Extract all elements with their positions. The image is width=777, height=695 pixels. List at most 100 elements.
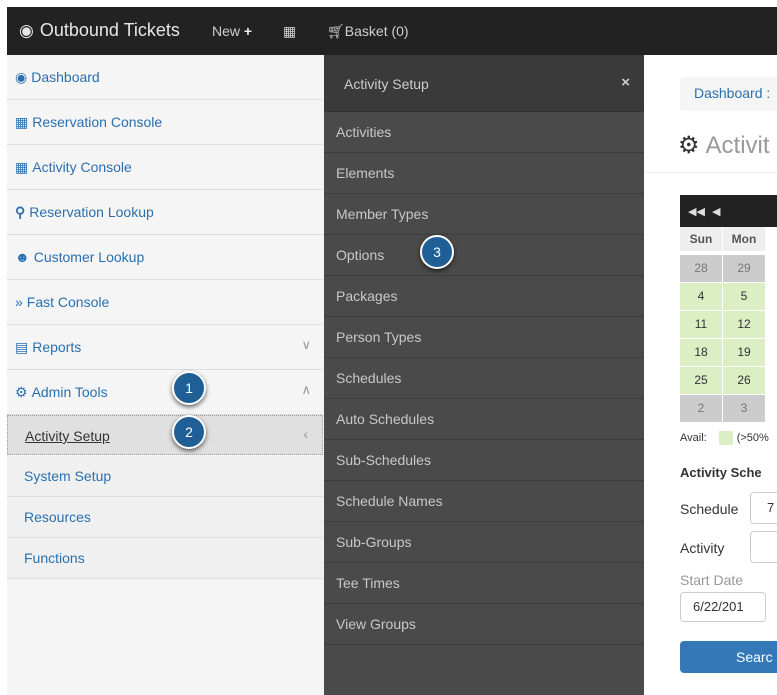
new-menu[interactable]: New +: [212, 23, 252, 39]
close-icon[interactable]: ×: [621, 74, 630, 91]
gear-icon: ⚙: [678, 132, 700, 159]
calendar-day[interactable]: 3: [723, 395, 765, 422]
activity-select[interactable]: [750, 531, 777, 563]
schedule-label: Schedule: [680, 501, 739, 517]
flyout-item-label: Elements: [336, 165, 395, 181]
start-date-label: Start Date: [680, 572, 744, 588]
flyout-item-activities[interactable]: Activities: [324, 112, 644, 153]
flyout-item-person-types[interactable]: Person Types: [324, 317, 644, 358]
flyout-item-sub-groups[interactable]: Sub-Groups: [324, 522, 644, 563]
sidebar-item-activity-console[interactable]: ▦ Activity Console: [7, 145, 323, 190]
sidebar-item-label: Fast Console: [26, 294, 110, 310]
sidebar: ◉ Dashboard ▦ Reservation Console ▦ Activit…: [7, 55, 324, 695]
sidebar-item-label: Activity Console: [32, 159, 132, 175]
calendar-header: ◀◀ ◀: [680, 195, 777, 227]
flyout-item-label: Schedule Names: [336, 493, 443, 509]
sidebar-sub-label: System Setup: [24, 468, 112, 484]
calendar-day[interactable]: 12: [723, 311, 765, 338]
schedule-select[interactable]: 7: [750, 492, 777, 524]
sidebar-sub-functions[interactable]: Functions: [7, 538, 323, 579]
schedule-value: 7: [767, 500, 775, 515]
calendar-day[interactable]: 28: [680, 255, 722, 282]
app-frame: ◉ Outbound Tickets New + ▦ 🛒︎Basket (0) …: [7, 7, 777, 695]
chevron-up-icon: ∧: [301, 382, 311, 397]
start-date-input[interactable]: 6/22/201: [680, 592, 766, 622]
flyout-title: Activity Setup: [344, 76, 429, 92]
flyout-item-label: Packages: [336, 288, 398, 304]
flyout-item-options[interactable]: Options: [324, 235, 644, 276]
calendar-day[interactable]: 19: [723, 339, 765, 366]
calendar-day[interactable]: 2: [680, 395, 722, 422]
prev-month-icon[interactable]: ◀: [712, 206, 721, 218]
users-icon: ☻: [15, 249, 30, 265]
flyout-item-schedules[interactable]: Schedules: [324, 358, 644, 399]
basket-button[interactable]: 🛒︎Basket (0): [327, 23, 409, 40]
brand-title: Outbound Tickets: [39, 20, 180, 40]
breadcrumb-dashboard-link[interactable]: Dashboard :: [694, 85, 771, 101]
calendar-icon: ▦: [15, 159, 29, 175]
flyout-item-schedule-names[interactable]: Schedule Names: [324, 481, 644, 522]
bar-chart-icon: ▤: [15, 339, 29, 355]
flyout-item-label: Person Types: [336, 329, 422, 345]
flyout-item-label: Activities: [336, 124, 392, 140]
flyout-item-sub-schedules[interactable]: Sub-Schedules: [324, 440, 644, 481]
sidebar-sub-label: Functions: [24, 550, 85, 566]
sidebar-item-label: Dashboard: [31, 69, 100, 85]
cart-icon: 🛒︎: [327, 23, 345, 39]
dashboard-icon: ◉: [19, 20, 34, 40]
flyout-item-tee-times[interactable]: Tee Times: [324, 563, 644, 604]
flyout-item-label: Schedules: [336, 370, 402, 386]
flyout-item-member-types[interactable]: Member Types: [324, 194, 644, 235]
calendar-button[interactable]: ▦: [283, 23, 296, 40]
flyout-item-label: Member Types: [336, 206, 429, 222]
calendar-day[interactable]: 18: [680, 339, 722, 366]
sidebar-item-reports[interactable]: ▤ Reports ∨: [7, 325, 323, 370]
sidebar-item-reservation-lookup[interactable]: ⚲ Reservation Lookup: [7, 190, 323, 235]
search-button[interactable]: Searc: [680, 641, 777, 673]
calendar-day[interactable]: 29: [723, 255, 765, 282]
flyout-item-label: Sub-Groups: [336, 534, 412, 550]
callout-marker: 1: [172, 371, 206, 405]
sidebar-item-dashboard[interactable]: ◉ Dashboard: [7, 55, 323, 100]
calendar-day[interactable]: 5: [723, 283, 765, 310]
calendar-day[interactable]: 25: [680, 367, 722, 394]
top-navbar: ◉ Outbound Tickets New + ▦ 🛒︎Basket (0): [7, 7, 777, 55]
main-content: Dashboard : ⚙ Activit ◀◀ ◀ Sun Mon 28 29 …: [644, 55, 777, 695]
flyout-item-label: View Groups: [336, 616, 416, 632]
flyout-item-elements[interactable]: Elements: [324, 153, 644, 194]
sidebar-item-label: Reservation Console: [32, 114, 163, 130]
flyout-item-label: Tee Times: [336, 575, 400, 591]
calendar-icon: ▦: [283, 23, 297, 39]
callout-marker: 3: [420, 235, 454, 269]
prev-year-icon[interactable]: ◀◀: [688, 206, 705, 218]
chevron-left-icon: ‹: [303, 426, 308, 442]
flyout-item-auto-schedules[interactable]: Auto Schedules: [324, 399, 644, 440]
new-label: New: [212, 23, 241, 39]
plus-icon: +: [243, 23, 253, 39]
flyout-item-label: Sub-Schedules: [336, 452, 431, 468]
calendar-day[interactable]: 26: [723, 367, 765, 394]
start-date-value: 6/22/201: [693, 599, 744, 614]
legend-swatch: [718, 431, 733, 445]
calendar-icon: ▦: [15, 114, 29, 130]
search-button-label: Searc: [736, 649, 773, 665]
sidebar-sub-resources[interactable]: Resources: [7, 497, 323, 538]
sidebar-item-admin-tools[interactable]: ⚙ Admin Tools ∧: [7, 370, 323, 415]
sidebar-sub-system-setup[interactable]: System Setup: [7, 456, 323, 497]
sidebar-sub-label: Activity Setup: [25, 428, 110, 444]
flyout-header: Activity Setup ×: [324, 55, 644, 112]
sidebar-item-reservation-console[interactable]: ▦ Reservation Console: [7, 100, 323, 145]
sidebar-sub-activity-setup[interactable]: Activity Setup ‹: [7, 415, 323, 455]
chevron-down-icon: ∨: [301, 337, 311, 352]
calendar-day[interactable]: 11: [680, 311, 722, 338]
sidebar-item-customer-lookup[interactable]: ☻ Customer Lookup: [7, 235, 323, 280]
flyout-item-view-groups[interactable]: View Groups: [324, 604, 644, 645]
sidebar-item-fast-console[interactable]: » Fast Console: [7, 280, 323, 325]
calendar-day[interactable]: 4: [680, 283, 722, 310]
basket-label: Basket (0): [344, 23, 409, 39]
sidebar-item-label: Admin Tools: [31, 384, 108, 400]
legend-text: (>50%: [736, 431, 769, 444]
brand[interactable]: ◉ Outbound Tickets: [19, 20, 180, 41]
flyout-item-packages[interactable]: Packages: [324, 276, 644, 317]
sidebar-item-label: Reports: [32, 339, 82, 355]
